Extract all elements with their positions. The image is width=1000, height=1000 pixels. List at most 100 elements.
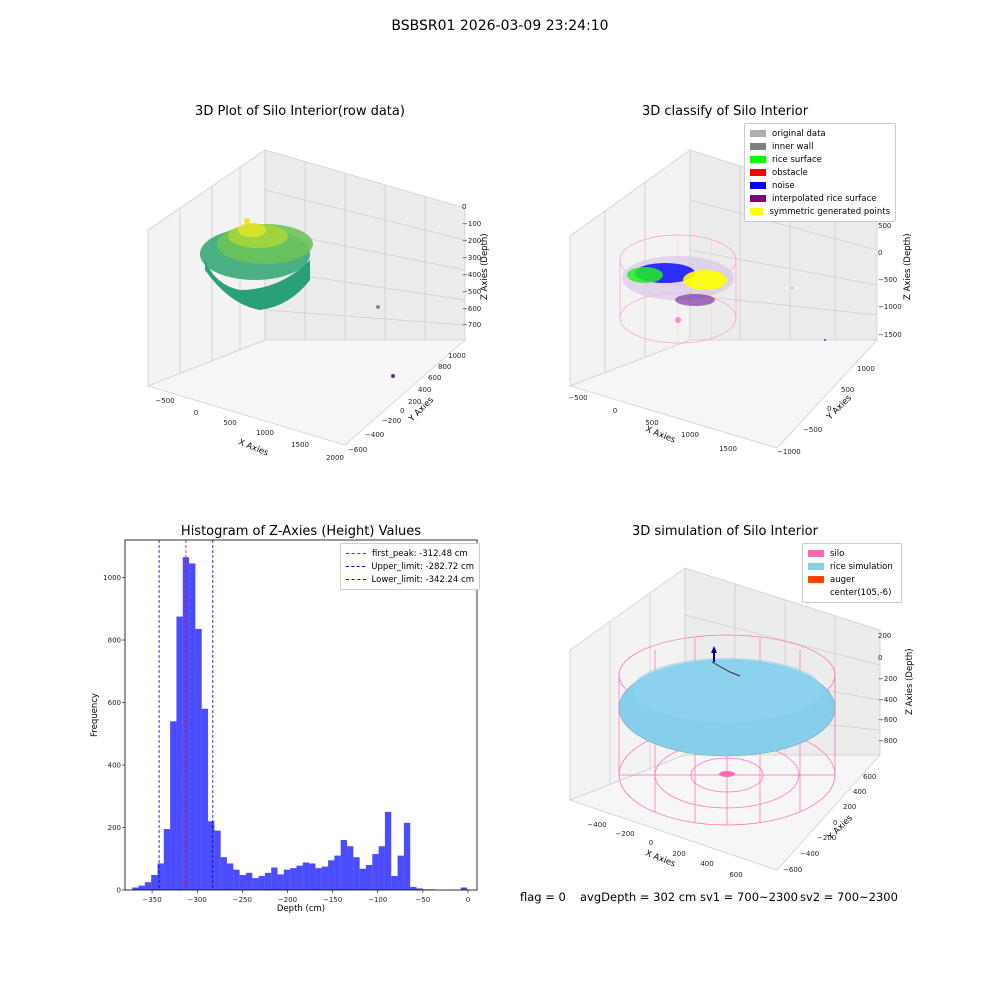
legend-swatch xyxy=(808,576,824,583)
raw-ytick: −400 xyxy=(365,431,384,439)
histogram-bar xyxy=(157,863,164,890)
figure-title: BSBSR01 2026-03-09 23:24:10 xyxy=(391,18,609,34)
legend-label: inner wall xyxy=(772,141,814,152)
histogram-bar xyxy=(365,865,373,890)
histogram-bar xyxy=(163,829,171,890)
histogram-bar xyxy=(208,821,215,890)
histogram-bar xyxy=(359,868,366,890)
raw-plot-title: 3D Plot of Silo Interior(row data) xyxy=(195,104,405,119)
classify-ztick: −500 xyxy=(878,276,897,284)
histogram-bar xyxy=(271,867,278,890)
rice-surface xyxy=(618,658,836,777)
classify-point-cloud xyxy=(619,234,826,344)
raw-ytick: 400 xyxy=(418,386,431,394)
classify-ztick: 0 xyxy=(878,249,882,257)
histogram-ytick: 0 xyxy=(117,887,121,895)
raw-ztick: −600 xyxy=(462,305,481,313)
legend-entry: Lower_limit: -342.24 cm xyxy=(346,573,474,586)
histogram-y-label: Frequency xyxy=(90,693,100,737)
raw-y-ticks: −600 −400 −200 0 200 400 600 800 1000 xyxy=(348,352,466,454)
classify-xtick: 0 xyxy=(613,407,617,415)
raw-xtick: −500 xyxy=(155,397,174,405)
legend-label: Lower_limit: -342.24 cm xyxy=(371,574,474,585)
histogram-title: Histogram of Z-Axies (Height) Values xyxy=(180,524,422,539)
classify-3d-plot: −500 0 500 1000 1500 −1000 −500 0 500 10… xyxy=(568,149,913,456)
legend-swatch xyxy=(808,550,824,557)
histogram-bar xyxy=(353,857,360,890)
histogram-bar xyxy=(328,860,335,890)
legend-label: rice surface xyxy=(772,154,822,165)
histogram-bar xyxy=(277,874,284,890)
histogram-bar xyxy=(283,869,291,890)
raw-ztick: −700 xyxy=(462,321,481,329)
legend-label: rice simulation xyxy=(830,561,893,572)
raw-ytick: −200 xyxy=(382,417,401,425)
sv2-text: sv2 = 700~2300 xyxy=(800,890,898,904)
histogram-bar xyxy=(347,846,354,890)
raw-ztick: −400 xyxy=(462,271,481,279)
histogram-ytick: 200 xyxy=(108,824,121,832)
raw-z-ticks: 0 −100 −200 −300 −400 −500 −600 −700 xyxy=(462,203,481,329)
histogram-xtick: 0 xyxy=(466,896,470,904)
histogram-bar xyxy=(321,866,329,890)
legend-entry: Upper_limit: -282.72 cm xyxy=(346,560,474,573)
classify-z-label: Z Axies (Depth) xyxy=(903,233,913,300)
raw-xtick: 0 xyxy=(194,409,198,417)
legend-entry: symmetric generated points xyxy=(750,205,890,218)
histogram-bar xyxy=(296,865,303,890)
legend-label: center(105,-6) xyxy=(830,587,892,598)
simulation-legend: silo rice simulation auger center(105,-6… xyxy=(802,543,902,603)
legend-label: symmetric generated points xyxy=(769,206,890,217)
histogram-bar xyxy=(220,857,227,890)
legend-line xyxy=(346,553,366,554)
legend-entry: interpolated rice surface xyxy=(750,192,890,205)
classify-legend: original data inner wall rice surface ob… xyxy=(744,123,896,222)
histogram-xtick: −300 xyxy=(188,896,207,904)
histogram-bar xyxy=(264,872,272,890)
classify-xtick: 500 xyxy=(645,419,658,427)
histogram-bar xyxy=(372,854,379,890)
histogram-bar xyxy=(309,863,316,890)
simulation-ytick: 600 xyxy=(863,773,876,781)
raw-ztick: −200 xyxy=(462,237,481,245)
simulation-y-ticks: −600 −400 −200 0 200 400 600 xyxy=(783,773,876,874)
histogram-bar xyxy=(144,882,152,890)
histogram-xtick: −50 xyxy=(415,896,430,904)
raw-x-ticks: −500 0 500 1000 1500 2000 xyxy=(155,397,344,462)
raw-axes-box xyxy=(146,149,467,446)
simulation-ytick: 400 xyxy=(853,788,866,796)
legend-entry: obstacle xyxy=(750,166,890,179)
legend-entry: noise xyxy=(750,179,890,192)
histogram-ytick: 600 xyxy=(108,699,121,707)
simulation-xtick: 200 xyxy=(672,850,685,858)
legend-swatch xyxy=(750,208,764,215)
legend-swatch xyxy=(750,182,766,189)
histogram-bar xyxy=(340,840,348,890)
simulation-x-ticks: −400 −200 0 200 400 600 xyxy=(587,821,742,879)
histogram-bar xyxy=(416,888,423,890)
classify-ytick: −500 xyxy=(803,426,822,434)
legend-swatch xyxy=(750,195,766,202)
histogram-bar xyxy=(391,875,398,890)
histogram-ytick: 400 xyxy=(108,762,121,770)
classify-ytick: 1000 xyxy=(857,365,875,373)
classify-ztick: −1500 xyxy=(878,331,902,339)
simulation-ztick: −400 xyxy=(878,696,897,704)
histogram-bar xyxy=(239,875,246,890)
classify-ztick: 500 xyxy=(878,222,891,230)
histogram-bar xyxy=(132,887,139,890)
histogram-bar xyxy=(138,885,145,890)
histogram-bar xyxy=(182,557,190,890)
legend-swatch xyxy=(808,563,824,570)
avg-depth-text: avgDepth = 302 cm xyxy=(580,890,697,904)
classify-x-ticks: −500 0 500 1000 1500 xyxy=(568,394,737,453)
legend-label: silo xyxy=(830,548,845,559)
histogram-xtick: −100 xyxy=(368,896,387,904)
raw-ztick: −300 xyxy=(462,254,481,262)
simulation-xtick: 400 xyxy=(700,860,713,868)
legend-entry: auger xyxy=(808,573,896,586)
histogram-xtick: −200 xyxy=(278,896,297,904)
legend-entry: center(105,-6) xyxy=(808,586,896,599)
classify-xtick: −500 xyxy=(568,394,587,402)
legend-label: first_peak: -312.48 cm xyxy=(372,548,468,559)
